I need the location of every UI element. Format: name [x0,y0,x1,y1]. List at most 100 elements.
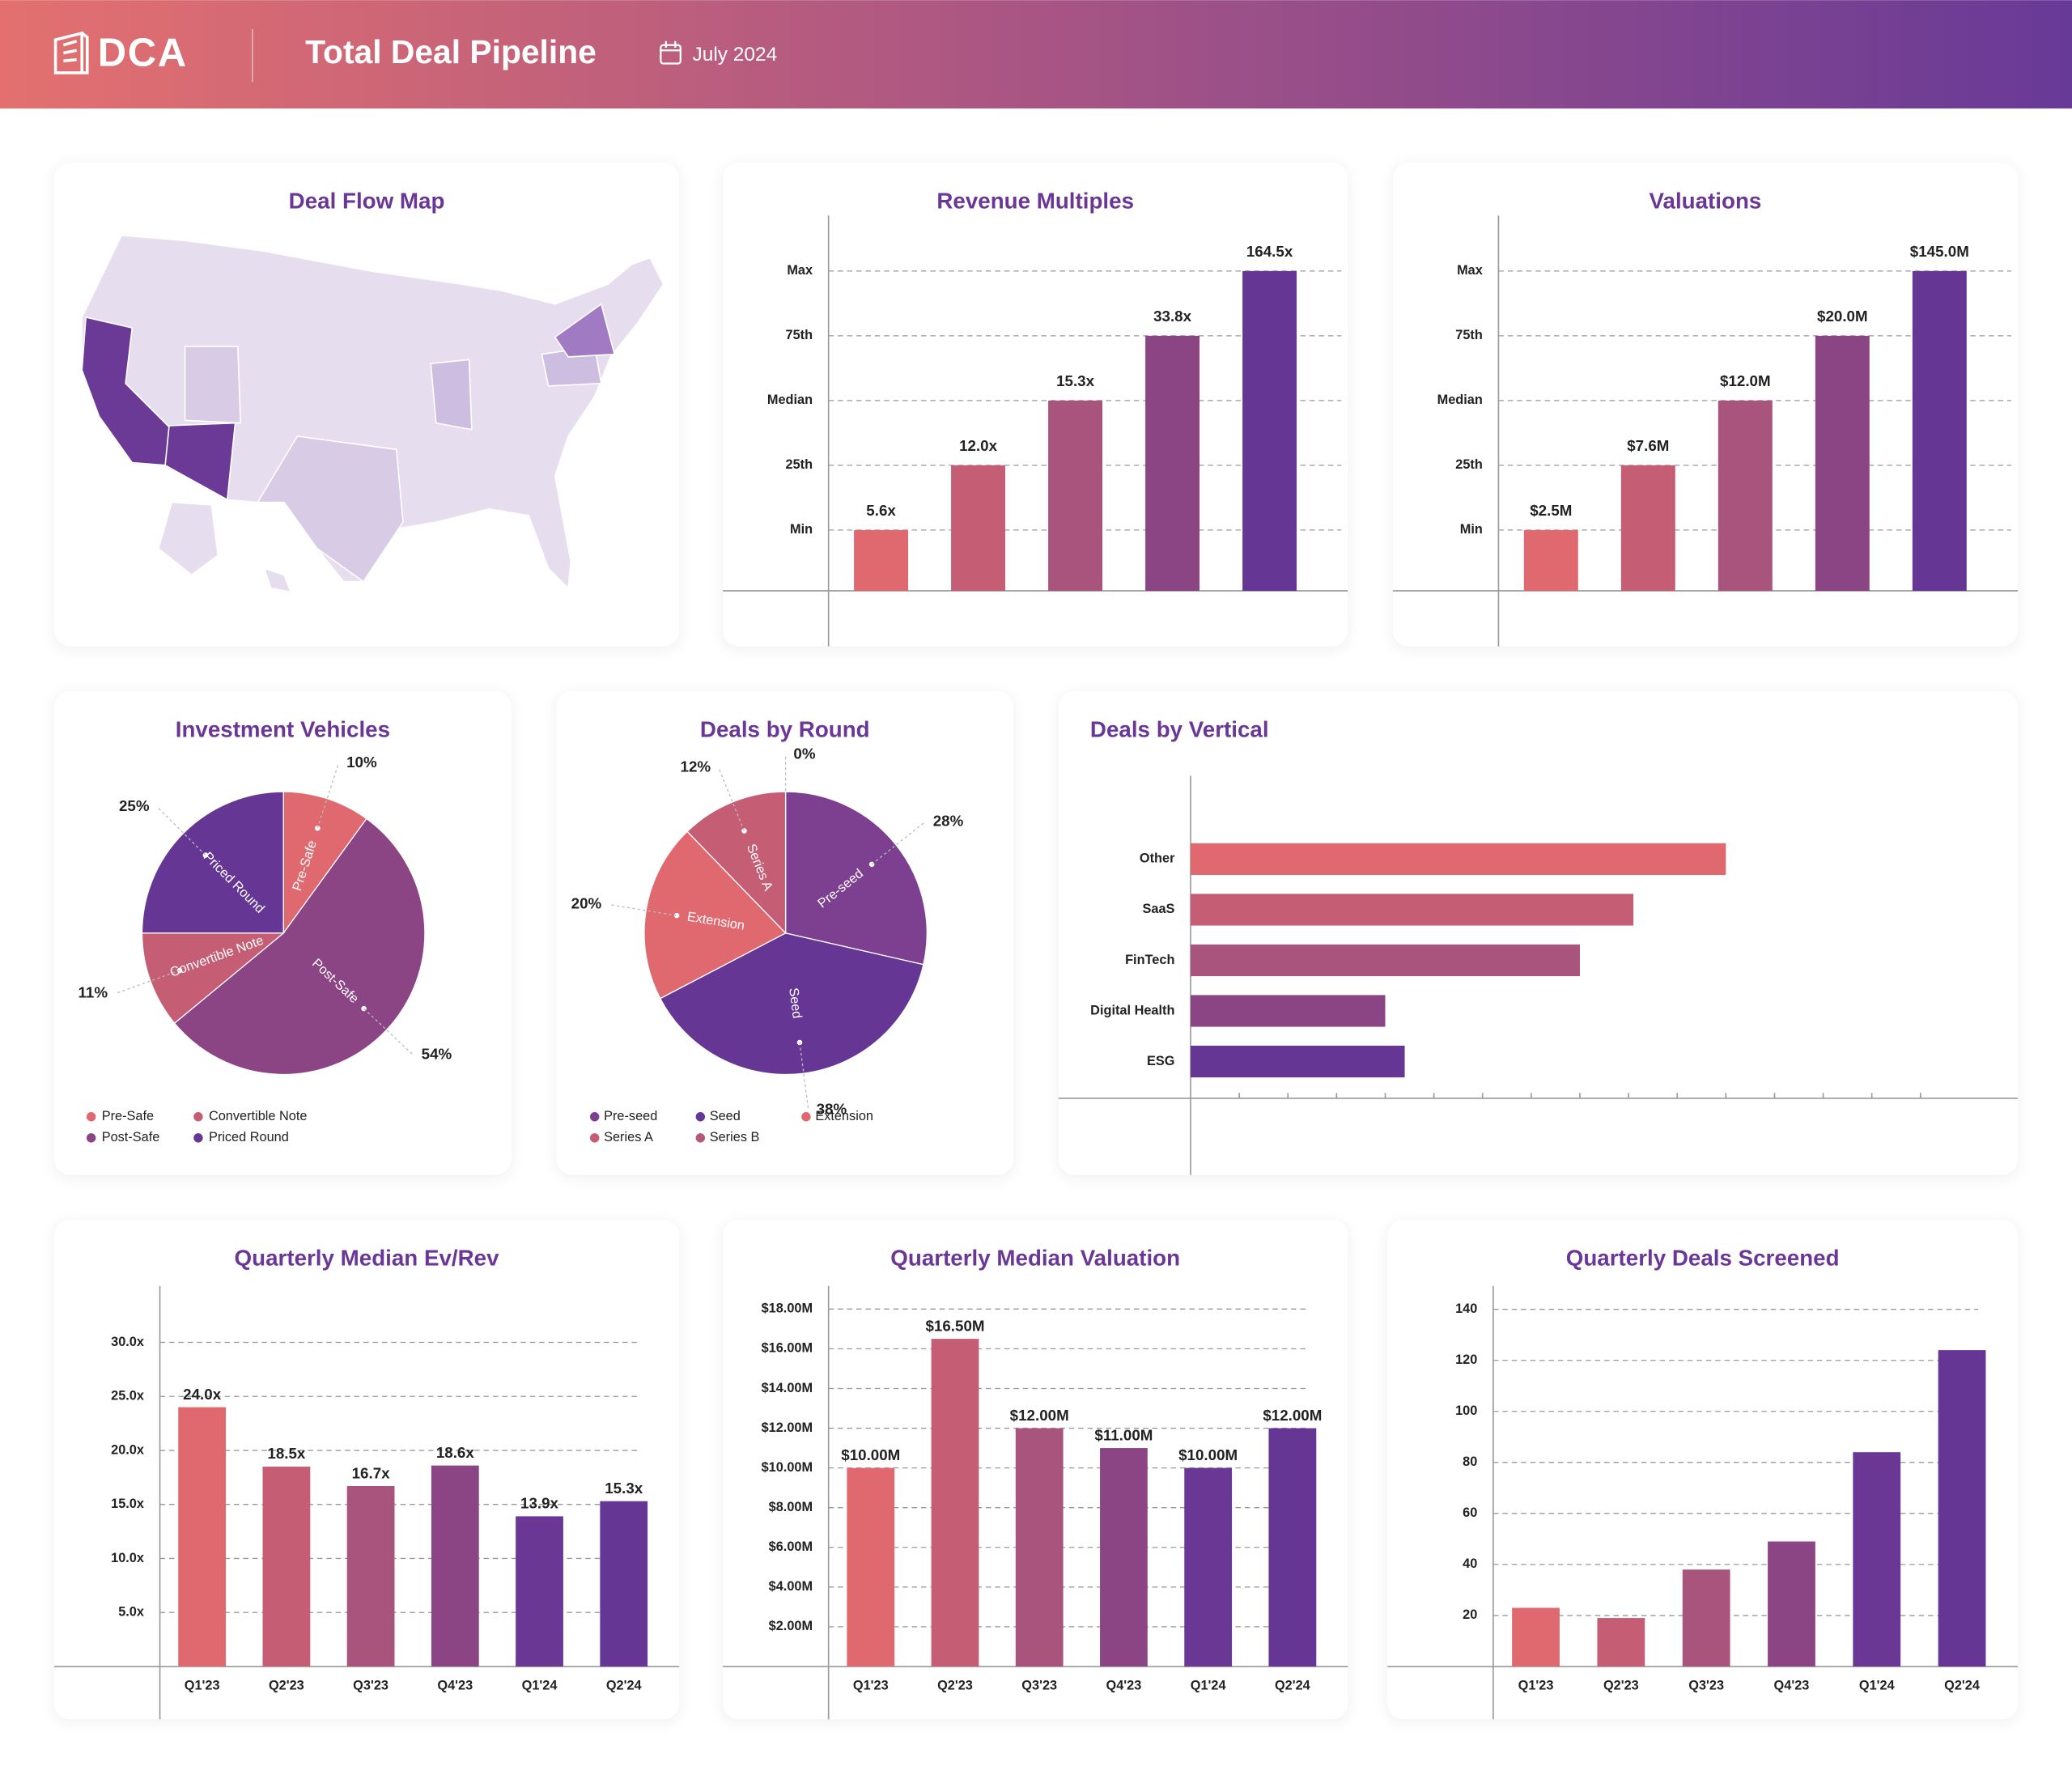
level-label: Min [1460,522,1483,537]
leader-line [871,821,926,865]
value-label: 16.7x [352,1464,391,1481]
bar [1853,1452,1901,1667]
value-label: $16.50M [925,1317,984,1334]
bar [346,1486,395,1667]
level-label: Max [787,263,813,278]
legend-swatch [193,1133,203,1143]
level-label: Median [1437,393,1483,407]
bar [1100,1448,1148,1667]
value-label: 38% [817,1100,847,1117]
logo-icon [53,31,89,74]
y-tick-label: 140 [1455,1302,1477,1316]
chart-title: Investment Vehicles [176,716,390,741]
y-tick-label: 15.0x [111,1497,144,1511]
x-tick-label: Q2'23 [937,1679,973,1693]
value-label: 33.8x [1153,308,1192,325]
y-tick-label: FinTech [1125,953,1174,967]
bar [178,1407,227,1667]
value-label: $12.00M [1263,1407,1322,1424]
bar [1145,335,1200,591]
value-label: $20.0M [1817,308,1868,325]
y-tick-label: $16.00M [762,1341,813,1356]
bar [1268,1428,1317,1667]
card [1058,691,2019,1175]
chart-title: Valuations [1650,188,1762,213]
value-label: 12% [681,758,711,775]
y-tick-label: 5.0x [118,1605,144,1620]
bar [1815,335,1870,591]
value-label: 25% [119,797,150,814]
value-label: 10% [346,754,377,771]
bar [1912,270,1967,591]
bar [1938,1350,1986,1667]
y-tick-label: Digital Health [1090,1003,1174,1017]
leader-line [156,806,206,856]
y-tick-label: 10.0x [111,1551,144,1565]
y-tick-label: 25.0x [111,1389,144,1403]
bar [951,465,1006,591]
y-tick-label: $4.00M [769,1579,813,1594]
leader-line [609,904,677,916]
value-label: $11.00M [1094,1426,1153,1443]
y-tick-label: 120 [1455,1352,1477,1367]
legend-swatch [801,1112,811,1122]
value-label: 18.5x [267,1445,306,1462]
x-tick-label: Q2'23 [1603,1679,1639,1693]
chart-marks: Deal Flow Map Revenue Multiples Min 5.6x 25t… [53,188,2019,1720]
leader-line [718,767,745,831]
y-tick-label: 60 [1463,1505,1477,1520]
value-label: $7.6M [1627,437,1669,454]
y-tick-label: $12.00M [762,1420,813,1435]
bar [1768,1541,1815,1667]
bar [1620,465,1675,591]
y-tick-label: 40 [1463,1556,1477,1571]
pie-slice [659,932,924,1076]
us-map [81,234,664,593]
x-tick-label: Q1'23 [185,1679,220,1693]
x-tick-label: Q2'24 [606,1679,642,1693]
pie-slice [141,791,284,934]
bar [516,1516,563,1667]
level-label: 75th [786,328,813,342]
x-tick-label: Q4'23 [1774,1679,1810,1693]
chart-title: Quarterly Deals Screened [1566,1245,1840,1270]
calendar-icon [660,40,681,65]
x-tick-label: Q1'24 [522,1679,558,1693]
x-tick-label: Q3'23 [1021,1679,1057,1693]
value-label: 15.3x [1056,372,1095,389]
value-label: $145.0M [1910,243,1969,260]
x-tick-label: Q2'24 [1275,1679,1310,1693]
x-tick-label: Q1'24 [1859,1679,1895,1693]
value-label: 13.9x [520,1495,559,1512]
level-label: 25th [1455,457,1483,472]
x-tick-label: Q3'23 [1688,1679,1724,1693]
value-label: $10.00M [841,1446,900,1463]
y-tick-label: 80 [1463,1454,1477,1469]
x-tick-label: Q2'23 [269,1679,304,1693]
bar [1191,944,1580,977]
legend-swatch [695,1112,706,1122]
bar [1184,1467,1233,1667]
value-label: 20% [571,895,602,912]
value-label: 54% [422,1046,452,1063]
slice-dot [315,825,321,831]
legend-swatch [193,1112,203,1122]
legend-swatch [589,1112,600,1122]
bar [600,1501,648,1667]
header-date: July 2024 [693,44,778,66]
header-title: Total Deal Pipeline [305,33,597,70]
bar [931,1339,979,1667]
legend-swatch [86,1112,96,1122]
value-label: $10.00M [1178,1446,1238,1463]
bar [1242,270,1297,591]
leader-line [799,1042,809,1110]
value-label: 28% [933,812,964,829]
value-label: 18.6x [436,1444,475,1461]
legend-label: Series B [710,1130,760,1144]
x-tick-label: Q3'23 [353,1679,388,1693]
logo-text: DCA [98,32,188,75]
x-tick-label: Q2'24 [1944,1679,1980,1693]
value-label: 24.0x [183,1386,222,1403]
legend-label: Seed [710,1109,741,1123]
